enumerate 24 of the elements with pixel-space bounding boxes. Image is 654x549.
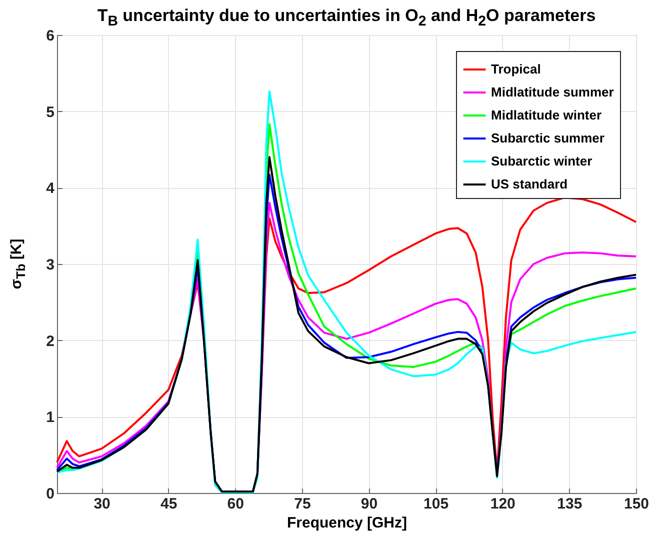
legend-label: Midlatitude winter [491,108,602,122]
x-tick-label: 75 [294,496,311,512]
x-tick-label: 90 [360,496,378,512]
legend-label: Tropical [491,62,541,76]
y-tick-label: 4 [46,180,56,198]
legend-label: Subarctic winter [491,154,592,168]
legend-label: US standard [491,176,568,192]
legend-label: Subarctic summer [491,130,604,146]
x-tick-label: 45 [160,496,178,512]
y-tick-label: 5 [46,104,54,121]
x-tick-label: 150 [624,496,650,512]
x-tick-label: 30 [94,496,110,512]
y-tick-label: 0 [46,486,54,502]
y-tick-label: 1 [46,409,54,426]
y-tick-label: 6 [46,28,54,44]
y-tick-label: 2 [46,332,54,350]
y-tick-label: 3 [46,256,54,274]
x-tick-label: 60 [227,496,244,512]
x-tick-label: 105 [424,496,449,512]
chart-title: T$_{B}$ uncertainty due to uncertainties in O$_{2}$ and H$_{2}$O parameters [96,6,597,30]
x-axis-title: Frequency [GHz] [286,514,408,532]
legend-label: Midlatitude summer [491,84,614,100]
x-tick-label: 120 [490,496,516,512]
x-tick-label: 135 [557,496,582,512]
